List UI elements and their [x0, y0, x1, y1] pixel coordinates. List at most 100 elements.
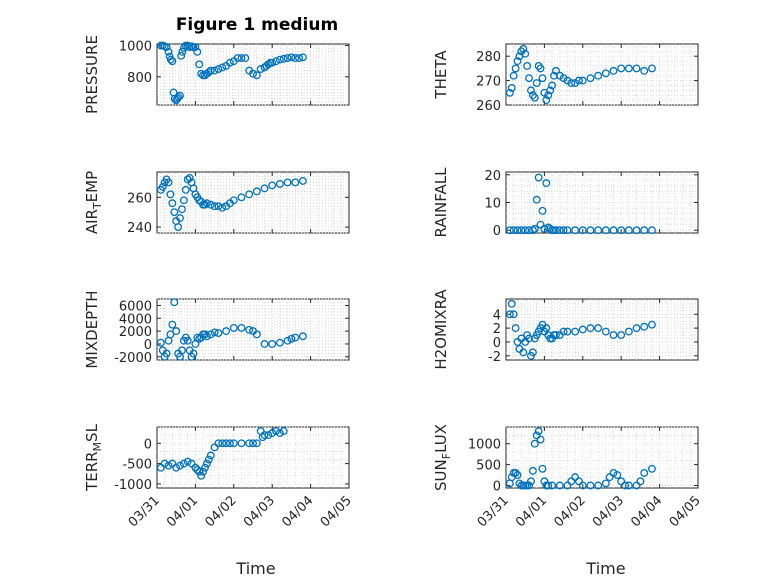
y-tick-label: 20 [484, 169, 501, 184]
data-point [164, 47, 173, 56]
data-point [268, 339, 277, 348]
data-point [528, 466, 537, 475]
data-point [218, 203, 227, 212]
data-point [544, 481, 553, 490]
data-point [214, 439, 223, 448]
data-point [624, 327, 633, 336]
data-point [178, 205, 186, 214]
x-tick-label: 04/01 [513, 493, 550, 530]
data-point [162, 43, 171, 52]
data-point [578, 76, 587, 85]
data-point [507, 83, 516, 92]
x-tick-label: 04/02 [552, 493, 589, 530]
y-tick-label: 1000 [119, 40, 152, 55]
data-point [195, 467, 204, 476]
data-point [647, 464, 656, 473]
y-tick-label: 500 [476, 459, 501, 474]
data-point [551, 66, 560, 75]
data-point [609, 469, 618, 477]
data-point [640, 66, 649, 75]
data-point [218, 63, 227, 72]
data-point [586, 226, 595, 235]
data-point [525, 334, 533, 343]
data-point [264, 60, 273, 69]
data-point [578, 481, 587, 490]
data-point [283, 54, 292, 63]
data-point [505, 310, 514, 319]
data-point [544, 91, 553, 100]
data-point [640, 322, 649, 331]
data-point [532, 195, 541, 204]
data-point [507, 299, 516, 308]
x-axis-label-right: Time [585, 559, 625, 578]
data-point [521, 49, 530, 58]
data-point [291, 54, 300, 63]
data-point [191, 43, 200, 52]
data-point [275, 429, 284, 438]
data-point [201, 200, 209, 209]
data-point [509, 71, 518, 80]
data-point [229, 439, 238, 448]
data-point [624, 64, 633, 73]
data-point [249, 69, 257, 78]
axes-frame [505, 298, 699, 361]
data-point [571, 226, 580, 235]
y-axis-label: MIXDEPTH [83, 290, 101, 368]
data-point [527, 477, 535, 486]
data-point [546, 86, 555, 95]
data-point [550, 71, 558, 80]
data-point [268, 58, 277, 67]
data-point [586, 481, 595, 490]
data-point [166, 330, 175, 339]
x-axis-label-left: Time [235, 559, 275, 578]
data-point [295, 54, 304, 63]
data-point [185, 174, 194, 182]
data-point [222, 439, 231, 448]
data-point [210, 328, 219, 337]
data-point [164, 461, 173, 470]
y-axis-label: THETA [432, 50, 450, 100]
data-point [542, 96, 551, 105]
data-point [298, 53, 307, 62]
x-tick-label: 03/31 [126, 493, 163, 530]
data-point [210, 66, 219, 75]
y-axis-label: H2OMIXRA [432, 289, 450, 370]
data-point [189, 349, 198, 358]
data-point [193, 333, 202, 342]
data-point [193, 47, 202, 56]
y-tick-label: 0 [144, 437, 152, 452]
data-point [513, 226, 522, 235]
y-tick-label: 260 [127, 191, 152, 206]
data-point [594, 324, 603, 333]
data-point [621, 481, 629, 490]
data-point [540, 224, 549, 233]
data-point [237, 54, 246, 63]
data-point [601, 69, 610, 78]
data-point [183, 336, 192, 345]
y-tick-label: 0 [493, 336, 501, 351]
data-point [548, 481, 557, 490]
data-point [647, 226, 656, 235]
data-point [624, 481, 633, 490]
data-point [201, 463, 209, 472]
data-point [527, 86, 535, 95]
data-point [601, 226, 610, 235]
data-point [542, 324, 551, 333]
data-point [298, 176, 307, 185]
data-point [551, 226, 560, 235]
data-point [542, 179, 551, 188]
data-point [268, 429, 277, 438]
data-point [523, 62, 532, 70]
data-point [176, 214, 184, 223]
data-point [252, 71, 261, 80]
data-point [534, 173, 543, 182]
data-point [636, 477, 645, 486]
data-point [179, 43, 188, 52]
y-tick-label: 0 [493, 479, 501, 494]
data-point [241, 54, 250, 63]
subplot-theta: 260 270 280 THETA [432, 43, 699, 114]
data-point [164, 178, 173, 187]
axes-frame [505, 43, 699, 106]
data-point [632, 226, 641, 235]
